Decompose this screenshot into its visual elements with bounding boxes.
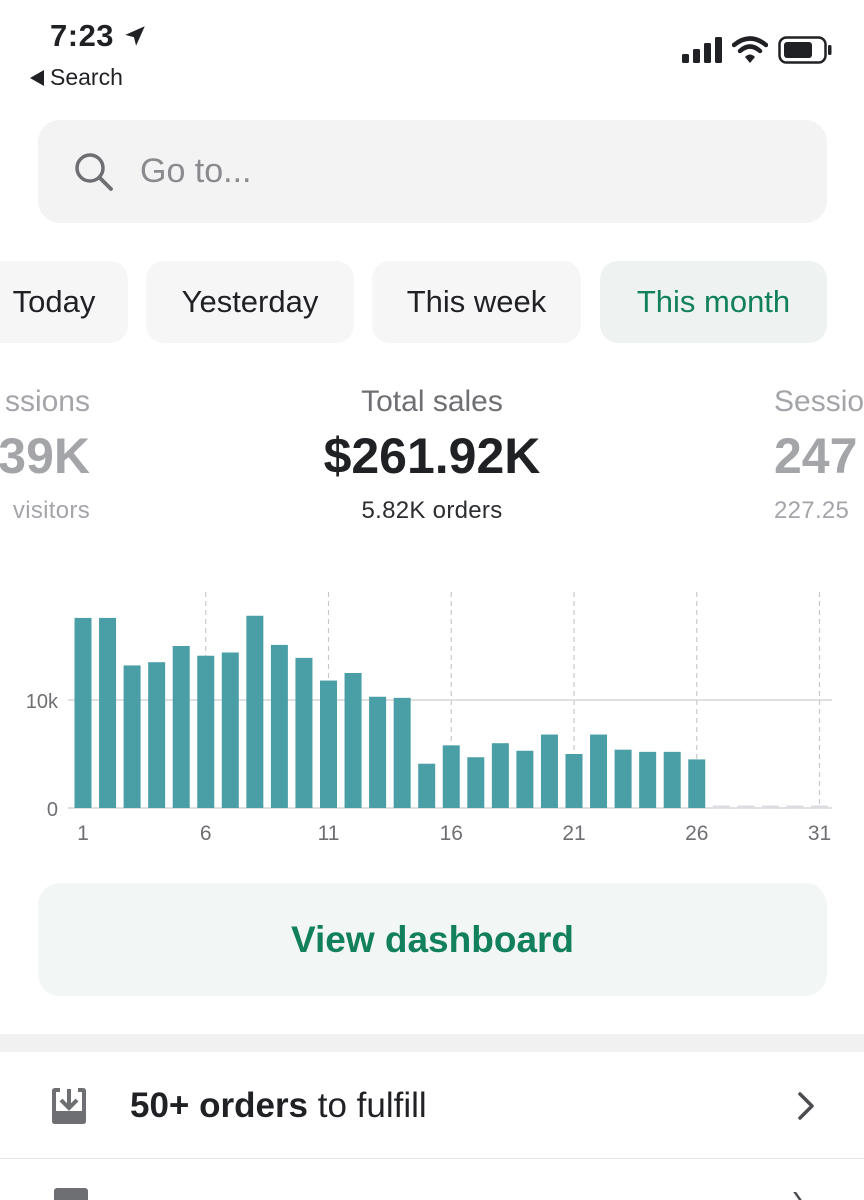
- orders-to-fulfill-row[interactable]: 50+ orders to fulfill: [0, 1052, 864, 1160]
- x-tick-label: 11: [318, 822, 340, 845]
- y-tick-label: 0: [47, 799, 58, 821]
- metric-label: Total sales: [361, 385, 503, 418]
- chart-bar: [172, 646, 190, 808]
- chart-bar: [369, 696, 387, 808]
- chart-bar: [590, 734, 608, 808]
- chart-bar: [467, 757, 485, 808]
- chart-bar: [74, 617, 92, 808]
- chart-bar: [99, 617, 117, 808]
- chart-bar: [344, 673, 362, 808]
- orders-count: 50+ orders: [130, 1086, 309, 1125]
- x-tick-label: 26: [685, 822, 708, 845]
- metric-sub: visitors: [12, 497, 90, 524]
- chart-bar: [565, 754, 583, 808]
- chart-bar: [123, 665, 141, 808]
- location-arrow-icon: [125, 26, 145, 46]
- x-tick-label: 31: [808, 822, 831, 845]
- x-tick-label: 6: [200, 822, 212, 845]
- chart-bar: [442, 745, 460, 808]
- clock: 7:23: [50, 18, 115, 53]
- search-icon: [75, 152, 113, 191]
- chart-bar: [221, 652, 239, 808]
- chart-bar: [295, 657, 313, 808]
- cellular-signal-icon: [682, 37, 722, 63]
- chart-bar: [688, 759, 706, 808]
- status-time: 7:23: [50, 18, 148, 54]
- metric-sessions-left[interactable]: ssions 39K visitors: [0, 385, 90, 525]
- chevron-right-icon: [798, 1092, 814, 1120]
- chart-bar: [639, 751, 657, 808]
- tab-yesterday[interactable]: Yesterday: [146, 261, 354, 343]
- chart-bar: [614, 749, 632, 808]
- chart-bar: [270, 644, 288, 808]
- metric-value: 39K: [0, 428, 90, 484]
- chart-bar: [148, 662, 166, 808]
- back-label: Search: [50, 64, 123, 90]
- x-tick-label: 1: [77, 822, 89, 845]
- chart-bar: [418, 763, 436, 808]
- metric-label: Sessio: [774, 385, 864, 418]
- chart-bar: [540, 734, 558, 808]
- orders-suffix: to fulfill: [308, 1086, 427, 1125]
- chart-bar: [320, 680, 337, 808]
- metric-label: ssions: [4, 385, 90, 418]
- metric-value: 247: [774, 428, 858, 484]
- chart-bar: [393, 697, 411, 808]
- chart-bar: [197, 655, 215, 808]
- row-divider: [0, 1158, 864, 1159]
- battery-icon: [778, 36, 832, 64]
- search-input[interactable]: [140, 152, 740, 191]
- chart-bar: [491, 743, 509, 808]
- metric-sessions-right[interactable]: Sessio 247 227.25: [774, 385, 864, 525]
- tab-today[interactable]: Today: [0, 261, 128, 343]
- section-divider: [0, 1034, 864, 1052]
- back-to-search-button[interactable]: Search: [30, 64, 123, 91]
- metric-total-sales[interactable]: Total sales $261.92K 5.82K orders: [232, 385, 632, 525]
- chart-bar: [246, 615, 264, 808]
- tab-this-week[interactable]: This week: [372, 261, 581, 343]
- status-indicators: [682, 36, 832, 64]
- metric-sub: 5.82K orders: [361, 497, 503, 524]
- back-triangle-icon: [30, 69, 44, 86]
- x-tick-label: 21: [562, 822, 585, 845]
- view-dashboard-button[interactable]: View dashboard: [38, 883, 827, 996]
- next-row-icon: [54, 1188, 88, 1200]
- inbox-download-icon: [52, 1088, 86, 1124]
- wifi-icon: [732, 36, 768, 63]
- metric-sub: 227.25: [774, 497, 850, 524]
- metric-value: $261.92K: [323, 428, 541, 484]
- next-row-chevron-icon: [793, 1192, 813, 1200]
- date-range-tabs: Today Yesterday This week This month: [0, 261, 864, 343]
- search-bar[interactable]: [38, 120, 827, 223]
- chart-bar: [663, 751, 681, 808]
- tab-this-month[interactable]: This month: [600, 261, 827, 343]
- x-tick-label: 16: [440, 822, 463, 845]
- orders-row-label: 50+ orders to fulfill: [130, 1086, 427, 1126]
- y-tick-label: 10k: [26, 691, 59, 713]
- chart-bar: [516, 750, 534, 808]
